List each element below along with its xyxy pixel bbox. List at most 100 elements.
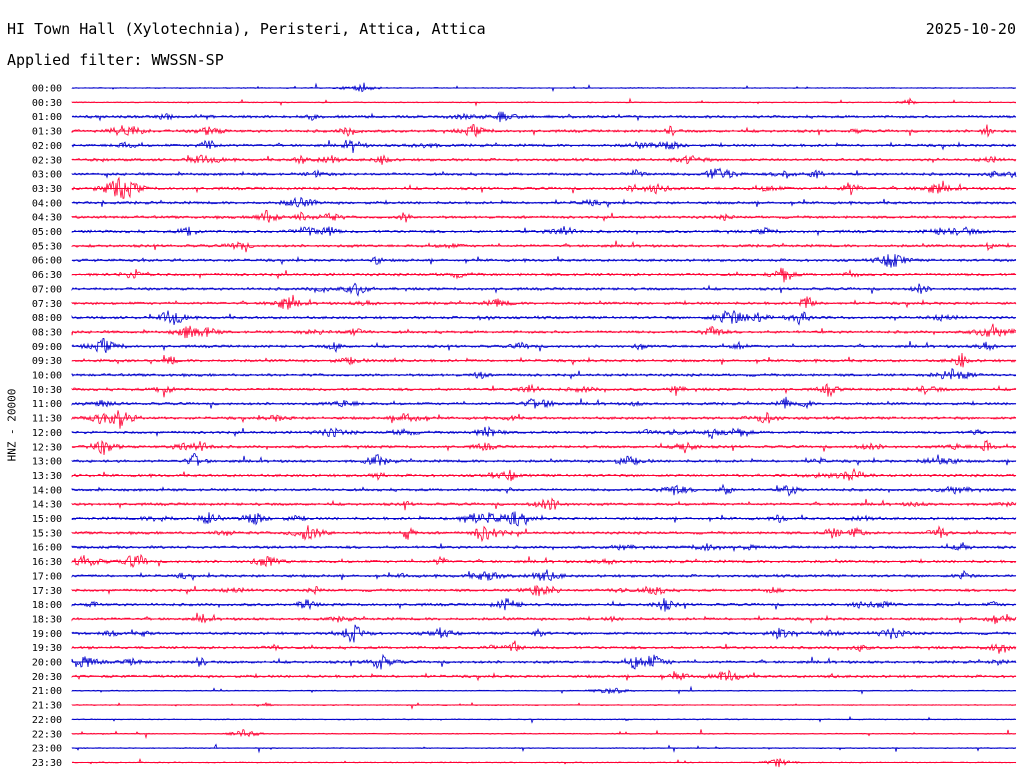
seismic-trace: [71, 728, 1017, 740]
seismic-trace: [71, 368, 1017, 380]
seismic-trace: [71, 176, 1017, 199]
seismic-trace: [71, 154, 1017, 165]
seismic-trace: [71, 383, 1017, 398]
seismic-trace: [71, 757, 1017, 768]
row-time-label: 15:00: [32, 514, 62, 525]
seismic-trace: [71, 584, 1017, 597]
row-time-label: 14:00: [32, 485, 62, 496]
seismic-trace: [71, 267, 1017, 283]
row-time-label: 03:00: [32, 170, 62, 181]
row-time-label: 16:00: [32, 543, 62, 554]
row-time-label: 01:30: [32, 127, 62, 138]
row-time-label: 02:00: [32, 141, 62, 152]
row-time-label: 04:00: [32, 198, 62, 209]
seismic-trace: [71, 396, 1017, 410]
seismic-trace: [71, 294, 1017, 310]
seismic-trace: [71, 425, 1017, 440]
seismic-trace: [71, 97, 1017, 107]
seismic-trace: [71, 196, 1017, 209]
seismic-trace: [71, 483, 1017, 497]
row-time-label: 08:30: [32, 327, 62, 338]
seismic-trace: [71, 511, 1017, 527]
seismic-trace: [71, 209, 1017, 223]
row-time-label: 11:30: [32, 414, 62, 425]
row-time-label: 01:00: [32, 112, 62, 123]
row-time-label: 18:30: [32, 614, 62, 625]
seismic-trace: [71, 542, 1017, 553]
seismic-trace: [71, 167, 1017, 179]
seismic-trace: [71, 569, 1017, 582]
row-time-label: 00:00: [32, 84, 62, 95]
seismic-trace: [71, 439, 1017, 456]
row-time-label: 17:30: [32, 586, 62, 597]
row-time-label: 13:30: [32, 471, 62, 482]
seismic-trace: [71, 82, 1017, 93]
seismic-trace: [71, 743, 1017, 754]
seismic-trace: [71, 139, 1017, 154]
row-time-label: 02:30: [32, 155, 62, 166]
row-time-label: 23:00: [32, 744, 62, 755]
row-time-label: 15:30: [32, 528, 62, 539]
row-time-label: 08:00: [32, 313, 62, 324]
seismic-trace: [71, 653, 1017, 670]
row-time-label: 17:00: [32, 571, 62, 582]
row-time-label: 23:30: [32, 758, 62, 769]
row-time-label: 16:30: [32, 557, 62, 568]
row-time-label: 14:30: [32, 500, 62, 511]
row-time-label: 00:30: [32, 98, 62, 109]
seismic-trace: [71, 624, 1017, 643]
row-time-label: 10:30: [32, 385, 62, 396]
seismic-trace: [71, 701, 1017, 710]
row-time-label: 03:30: [32, 184, 62, 195]
seismic-trace: [71, 669, 1017, 682]
seismic-trace: [71, 467, 1017, 482]
row-time-label: 07:00: [32, 284, 62, 295]
seismic-trace: [71, 338, 1017, 353]
row-time-label: 12:00: [32, 428, 62, 439]
seismic-trace: [71, 640, 1017, 654]
seismic-trace: [71, 123, 1017, 138]
row-time-label: 06:00: [32, 256, 62, 267]
seismic-trace: [71, 352, 1017, 368]
row-time-label: 22:00: [32, 715, 62, 726]
seismic-trace: [71, 226, 1017, 237]
seismic-trace: [71, 715, 1017, 724]
seismic-trace: [71, 497, 1017, 511]
row-time-label: 19:00: [32, 629, 62, 640]
row-time-label: 20:30: [32, 672, 62, 683]
seismic-trace: [71, 452, 1017, 467]
row-time-label: 12:30: [32, 442, 62, 453]
row-time-label: 22:30: [32, 729, 62, 740]
row-time-label: 18:00: [32, 600, 62, 611]
row-time-label: 20:00: [32, 658, 62, 669]
row-time-label: 13:00: [32, 457, 62, 468]
row-time-label: 05:00: [32, 227, 62, 238]
date-label: 2025-10-20: [925, 20, 1016, 38]
row-time-label: 06:30: [32, 270, 62, 281]
seismic-trace: [71, 598, 1017, 612]
station-title: HI Town Hall (Xylotechnia), Peristeri, A…: [7, 20, 486, 38]
seismic-trace: [71, 254, 1017, 268]
row-time-label: 07:30: [32, 299, 62, 310]
row-time-label: 19:30: [32, 643, 62, 654]
seismic-trace: [71, 282, 1017, 297]
row-time-label: 21:00: [32, 686, 62, 697]
seismic-trace: [71, 685, 1017, 695]
row-time-label: 10:00: [32, 371, 62, 382]
seismic-trace: [71, 240, 1017, 253]
filter-label: Applied filter: WWSSN-SP: [7, 51, 224, 69]
row-time-label: 09:30: [32, 356, 62, 367]
seismic-trace: [71, 323, 1017, 339]
row-time-label: 11:00: [32, 399, 62, 410]
row-time-label: 05:30: [32, 241, 62, 252]
row-time-label: 21:30: [32, 701, 62, 712]
seismic-trace: [71, 612, 1017, 625]
row-time-label: 09:00: [32, 342, 62, 353]
seismic-trace: [71, 410, 1017, 429]
seismic-trace: [71, 309, 1017, 326]
row-time-label: 04:30: [32, 213, 62, 224]
seismic-trace: [71, 111, 1017, 123]
seismic-trace: [71, 553, 1017, 568]
seismic-trace: [71, 525, 1017, 543]
